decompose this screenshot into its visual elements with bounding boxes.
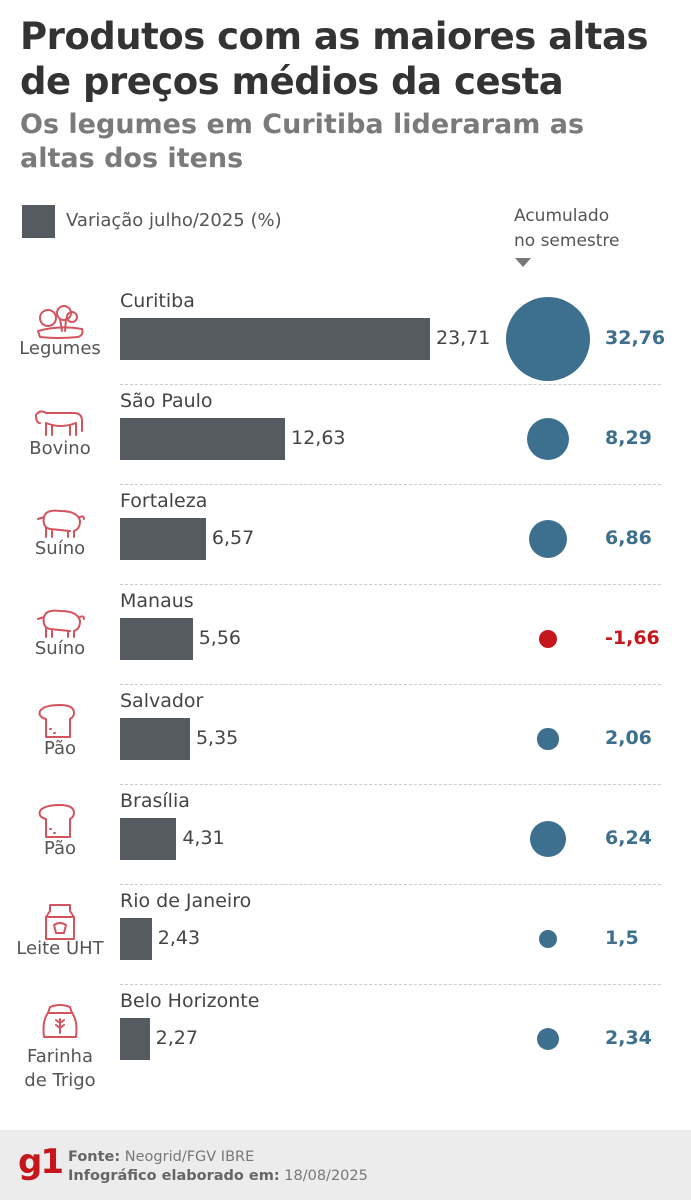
accum-circle	[528, 519, 568, 559]
month-bar	[120, 1018, 150, 1060]
month-bar	[120, 918, 152, 960]
chart-row: Legumes Curitiba 23,71 32,76	[0, 285, 691, 385]
accum-circle	[526, 417, 570, 461]
chart-row: Suíno Fortaleza 6,57 6,86	[0, 485, 691, 585]
row-divider	[120, 484, 661, 485]
milk-carton-icon	[45, 904, 75, 940]
month-bar	[120, 818, 177, 860]
accum-header-line: Acumulado	[514, 206, 610, 226]
accum-header-line: no semestre	[514, 231, 620, 251]
category-label-line: Leite UHT	[16, 938, 104, 959]
category-label: Pão	[0, 737, 120, 761]
footer: g1 Fonte: Neogrid/FGV IBRE Infográfico e…	[0, 1130, 691, 1200]
category-label-line: Legumes	[19, 338, 101, 359]
month-bar	[120, 718, 190, 760]
category-label: Suíno	[0, 637, 120, 661]
row-divider	[120, 984, 661, 985]
row-divider	[120, 784, 661, 785]
accum-circle	[537, 728, 559, 750]
chart-row: Bovino São Paulo 12,63 8,29	[0, 385, 691, 485]
city-label: Manaus	[120, 590, 194, 612]
month-bar	[120, 318, 430, 360]
category-label-line: Pão	[43, 738, 77, 759]
accum-value-label: 2,06	[605, 727, 652, 749]
pig-icon	[37, 509, 85, 538]
chart-subtitle: Os legumes em Curitiba lideraram as alta…	[20, 109, 585, 174]
city-label: Fortaleza	[120, 490, 208, 512]
month-value-label: 5,56	[198, 627, 241, 649]
month-value-label: 2,43	[157, 927, 201, 949]
row-divider	[120, 684, 661, 685]
chart-row: Leite UHT Rio de Janeiro 2,43 1,5	[0, 885, 691, 985]
month-value-label: 23,71	[436, 327, 491, 349]
legend-label: Variação julho/2025 (%)	[66, 210, 282, 231]
triangle-down-icon	[515, 258, 531, 267]
category-label-line: Farinha	[27, 1046, 93, 1067]
source-text: Neogrid/FGV IBRE	[124, 1149, 255, 1165]
month-value-label: 12,63	[291, 427, 346, 449]
vegetables-icon	[37, 305, 84, 339]
row-divider	[120, 884, 661, 885]
category-label: Leite UHT	[0, 937, 120, 961]
pig-icon	[37, 609, 85, 638]
category-label-line: Suíno	[34, 538, 86, 559]
accum-value-label: 1,5	[605, 927, 639, 949]
accum-circle	[529, 820, 567, 858]
row-divider	[120, 384, 661, 385]
accum-value-label: 32,76	[605, 327, 666, 349]
city-label: Rio de Janeiro	[120, 890, 252, 912]
month-bar	[120, 618, 193, 660]
city-label: Belo Horizonte	[120, 990, 260, 1012]
legend-swatch	[22, 205, 55, 238]
chart-row: Suíno Manaus 5,56 -1,66	[0, 585, 691, 685]
category-label-line: Pão	[43, 838, 77, 859]
date-label: Infográfico elaborado em:	[68, 1168, 280, 1184]
accum-value-label: -1,66	[605, 627, 660, 649]
chart-row: Pão Salvador 5,35 2,06	[0, 685, 691, 785]
month-bar	[120, 418, 286, 460]
category-label-line: Bovino	[29, 438, 91, 459]
accum-value-label: 2,34	[605, 1027, 652, 1049]
city-label: Salvador	[120, 690, 204, 712]
chart-row: Pão Brasília 4,31 6,24	[0, 785, 691, 885]
cow-icon	[35, 410, 83, 436]
month-value-label: 2,27	[155, 1027, 198, 1049]
category-label: Bovino	[0, 437, 120, 461]
category-label-line: Suíno	[34, 638, 86, 659]
city-label: Curitiba	[120, 290, 195, 312]
accum-circle	[539, 930, 557, 948]
accum-circle	[506, 297, 590, 381]
date-text: 18/08/2025	[284, 1168, 368, 1184]
month-bar	[120, 518, 206, 560]
bread-icon	[38, 804, 75, 838]
category-label: Farinha de Trigo	[0, 1045, 120, 1093]
bread-icon	[38, 704, 75, 738]
row-divider	[120, 584, 661, 585]
g1-logo: g1	[18, 1142, 64, 1182]
source-label: Fonte:	[68, 1149, 121, 1165]
source-block: Fonte: Neogrid/FGV IBRE Infográfico elab…	[68, 1148, 368, 1186]
accum-value-label: 6,86	[605, 527, 652, 549]
accum-value-label: 6,24	[605, 827, 652, 849]
city-label: Brasília	[120, 790, 190, 812]
month-value-label: 5,35	[195, 727, 239, 749]
category-label: Suíno	[0, 537, 120, 561]
category-label: Pão	[0, 837, 120, 861]
accum-circle	[536, 1027, 560, 1051]
city-label: São Paulo	[120, 390, 213, 412]
category-label-line: de Trigo	[24, 1070, 96, 1091]
accum-value-label: 8,29	[605, 427, 652, 449]
accum-circle	[538, 629, 558, 649]
category-label: Legumes	[0, 337, 120, 361]
month-value-label: 6,57	[211, 527, 255, 549]
flour-bag-icon	[42, 1004, 78, 1038]
month-value-label: 4,31	[182, 827, 225, 849]
chart-row: Farinha de Trigo Belo Horizonte 2,27 2,34	[0, 985, 691, 1091]
accum-header: Acumulado no semestre	[514, 204, 620, 254]
chart-title: Produtos com as maiores altas de preços …	[20, 15, 648, 103]
